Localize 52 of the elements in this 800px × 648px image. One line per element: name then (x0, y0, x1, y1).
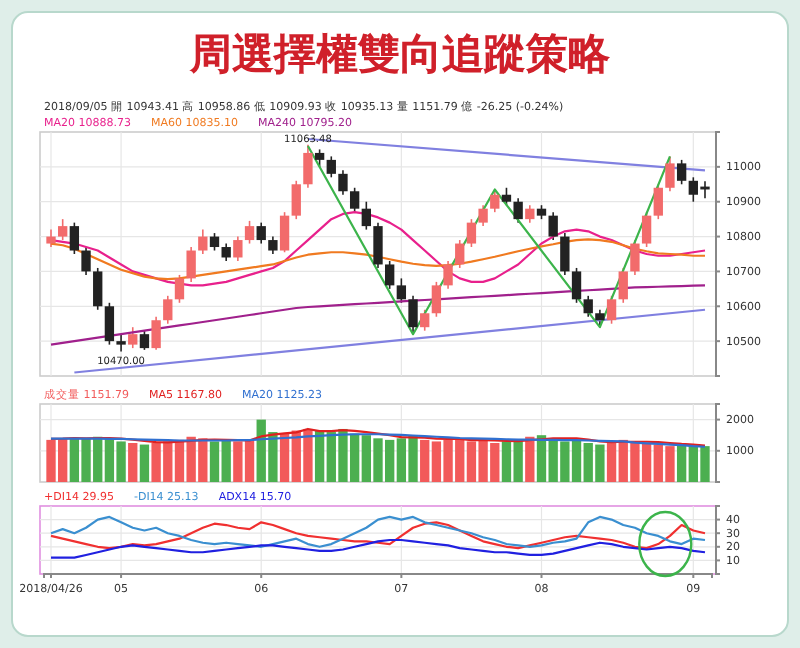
line-series (49, 284, 707, 346)
candlestick (548, 211, 558, 241)
candlestick (396, 277, 407, 304)
candlestick (431, 281, 442, 318)
candlestick (630, 239, 640, 276)
candlestick (478, 204, 488, 227)
line-series (49, 433, 707, 448)
candlestick (385, 260, 395, 290)
candlestick (198, 228, 208, 255)
candlestick (665, 155, 675, 193)
candlestick (81, 246, 91, 276)
candlestick (244, 220, 255, 245)
candlestick (408, 295, 418, 335)
candlestick (256, 221, 266, 245)
line-series (49, 515, 707, 548)
candlestick (279, 211, 290, 254)
candlestick (618, 267, 628, 304)
candlestick (373, 221, 383, 269)
chart-title: 周選擇權雙向追蹤策略 (188, 30, 612, 78)
candlestick (186, 246, 196, 283)
candlestick (338, 169, 348, 196)
candlestick (349, 186, 360, 213)
candlestick (676, 159, 687, 186)
candlestick (571, 267, 582, 304)
candlestick (653, 183, 663, 220)
candlestick (233, 235, 243, 262)
candlestick (139, 329, 150, 351)
bar (139, 444, 150, 482)
candlestick (151, 315, 161, 351)
line-series (49, 538, 707, 559)
candlestick (443, 260, 453, 290)
candlestick (513, 197, 523, 224)
candlestick (291, 180, 301, 220)
bar (128, 443, 138, 482)
candlestick (128, 326, 138, 349)
candlestick (303, 143, 313, 189)
candlestick (420, 308, 430, 332)
candlestick (58, 218, 68, 241)
candlestick (69, 221, 80, 255)
candlestick (116, 333, 126, 353)
candlestick (326, 155, 336, 179)
candlestick (466, 218, 477, 248)
candlestick (583, 295, 593, 318)
candlestick (455, 239, 465, 269)
candlestick (93, 267, 103, 311)
candlestick (174, 274, 185, 304)
candlestick (361, 200, 371, 231)
candlestick (163, 295, 173, 325)
line-series (49, 521, 707, 550)
candlestick (560, 232, 570, 276)
line-series (306, 144, 672, 336)
candlestick (104, 302, 115, 346)
